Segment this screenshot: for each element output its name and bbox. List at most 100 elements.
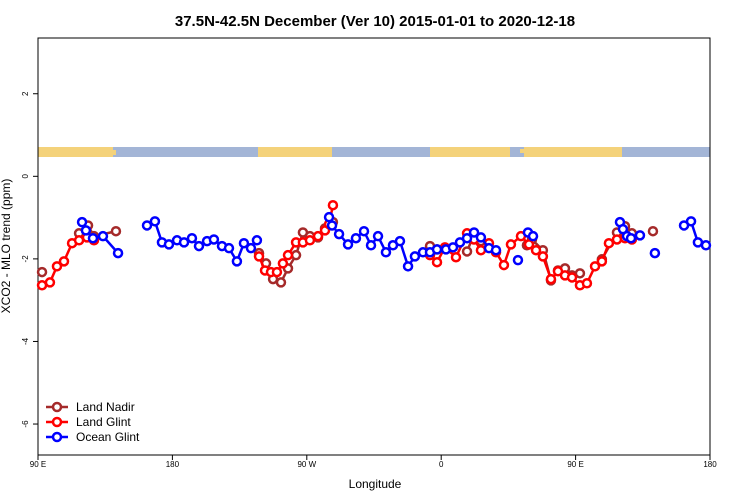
data-point: [566, 272, 578, 283]
data-point: [365, 240, 377, 251]
data-point: [409, 251, 421, 262]
data-point: [271, 266, 283, 278]
data-point: [44, 277, 56, 288]
data-point: [275, 277, 287, 288]
data-point: [527, 230, 539, 242]
data-point: [87, 232, 99, 244]
data-point: [304, 235, 316, 246]
data-point: [523, 239, 535, 250]
legend-marker: [51, 431, 63, 443]
x-tick-label: 90 W: [297, 460, 316, 469]
map-strip: [38, 147, 710, 157]
data-point: [193, 240, 205, 252]
data-point: [505, 239, 517, 250]
x-tick-label: 90 E: [30, 460, 46, 469]
x-tick-label: 180: [166, 460, 180, 469]
data-point: [163, 239, 175, 250]
legend-marker: [51, 401, 63, 413]
legend-label: Ocean Glint: [76, 430, 140, 444]
data-point: [333, 228, 345, 240]
data-point: [611, 234, 623, 245]
x-tick-label: 90 E: [567, 460, 583, 469]
legend-marker: [51, 416, 63, 428]
y-tick-label: 0: [21, 174, 30, 179]
y-tick-label: -6: [21, 420, 30, 428]
data-point: [253, 251, 265, 262]
data-point: [468, 227, 480, 238]
data-point: [186, 232, 198, 244]
y-tick-label: 2: [21, 91, 30, 96]
data-point: [178, 237, 190, 248]
y-tick-label: -2: [21, 255, 30, 263]
data-point: [450, 251, 462, 263]
data-point: [36, 266, 48, 278]
data-point: [251, 235, 263, 246]
data-point: [625, 232, 637, 244]
data-point: [112, 247, 124, 259]
legend-label: Land Nadir: [76, 400, 135, 414]
data-point: [323, 211, 335, 223]
data-point: [358, 225, 370, 237]
data-point: [238, 237, 250, 249]
data-point: [475, 244, 487, 256]
data-point: [394, 235, 406, 247]
data-point: [350, 232, 362, 244]
data-point: [581, 277, 593, 289]
data-point: [372, 230, 384, 242]
y-axis-label: XCO2 - MLO trend (ppm): [0, 179, 13, 314]
series: [36, 199, 638, 291]
data-point: [692, 237, 704, 248]
data-point: [312, 230, 324, 242]
data-point: [149, 216, 161, 227]
x-axis-label: Longitude: [349, 477, 402, 491]
data-point: [327, 199, 339, 211]
data-point: [498, 259, 510, 271]
x-tick-label: 0: [439, 460, 444, 469]
series: [76, 211, 712, 272]
data-point: [208, 234, 220, 245]
data-point: [141, 220, 153, 231]
data-point: [700, 240, 712, 251]
data-point: [58, 256, 70, 267]
data-point: [461, 246, 473, 257]
data-point: [245, 242, 257, 254]
data-point: [402, 261, 414, 272]
data-point: [80, 225, 92, 236]
data-point: [461, 232, 473, 244]
data-point: [97, 230, 109, 242]
data-point: [589, 261, 601, 272]
data-point: [475, 232, 487, 243]
data-point: [512, 254, 524, 266]
data-point: [574, 268, 586, 279]
data-point: [231, 256, 243, 267]
data-point: [51, 261, 63, 272]
data-point: [649, 247, 661, 259]
data-point: [634, 230, 646, 241]
y-tick-label: -4: [21, 337, 30, 345]
legend-label: Land Glint: [76, 415, 131, 429]
data-point: [342, 239, 354, 250]
data-point: [223, 242, 235, 254]
data-point: [490, 244, 502, 256]
data-point: [380, 247, 392, 258]
data-point: [110, 225, 122, 237]
chart-title: 37.5N-42.5N December (Ver 10) 2015-01-01…: [175, 13, 575, 30]
data-point: [290, 249, 302, 261]
data-point: [603, 237, 615, 249]
data-point: [277, 258, 289, 269]
x-tick-label: 180: [703, 460, 717, 469]
data-point: [685, 216, 697, 227]
data-point: [530, 244, 542, 256]
data-point: [647, 225, 659, 237]
data-point: [447, 242, 459, 253]
data-point: [537, 251, 549, 262]
data-point: [596, 256, 608, 267]
data-point: [431, 256, 443, 268]
data-point: [282, 249, 294, 261]
data-point: [431, 244, 443, 255]
data-point: [326, 220, 338, 231]
data-point: [76, 216, 88, 228]
data-point: [545, 273, 557, 285]
